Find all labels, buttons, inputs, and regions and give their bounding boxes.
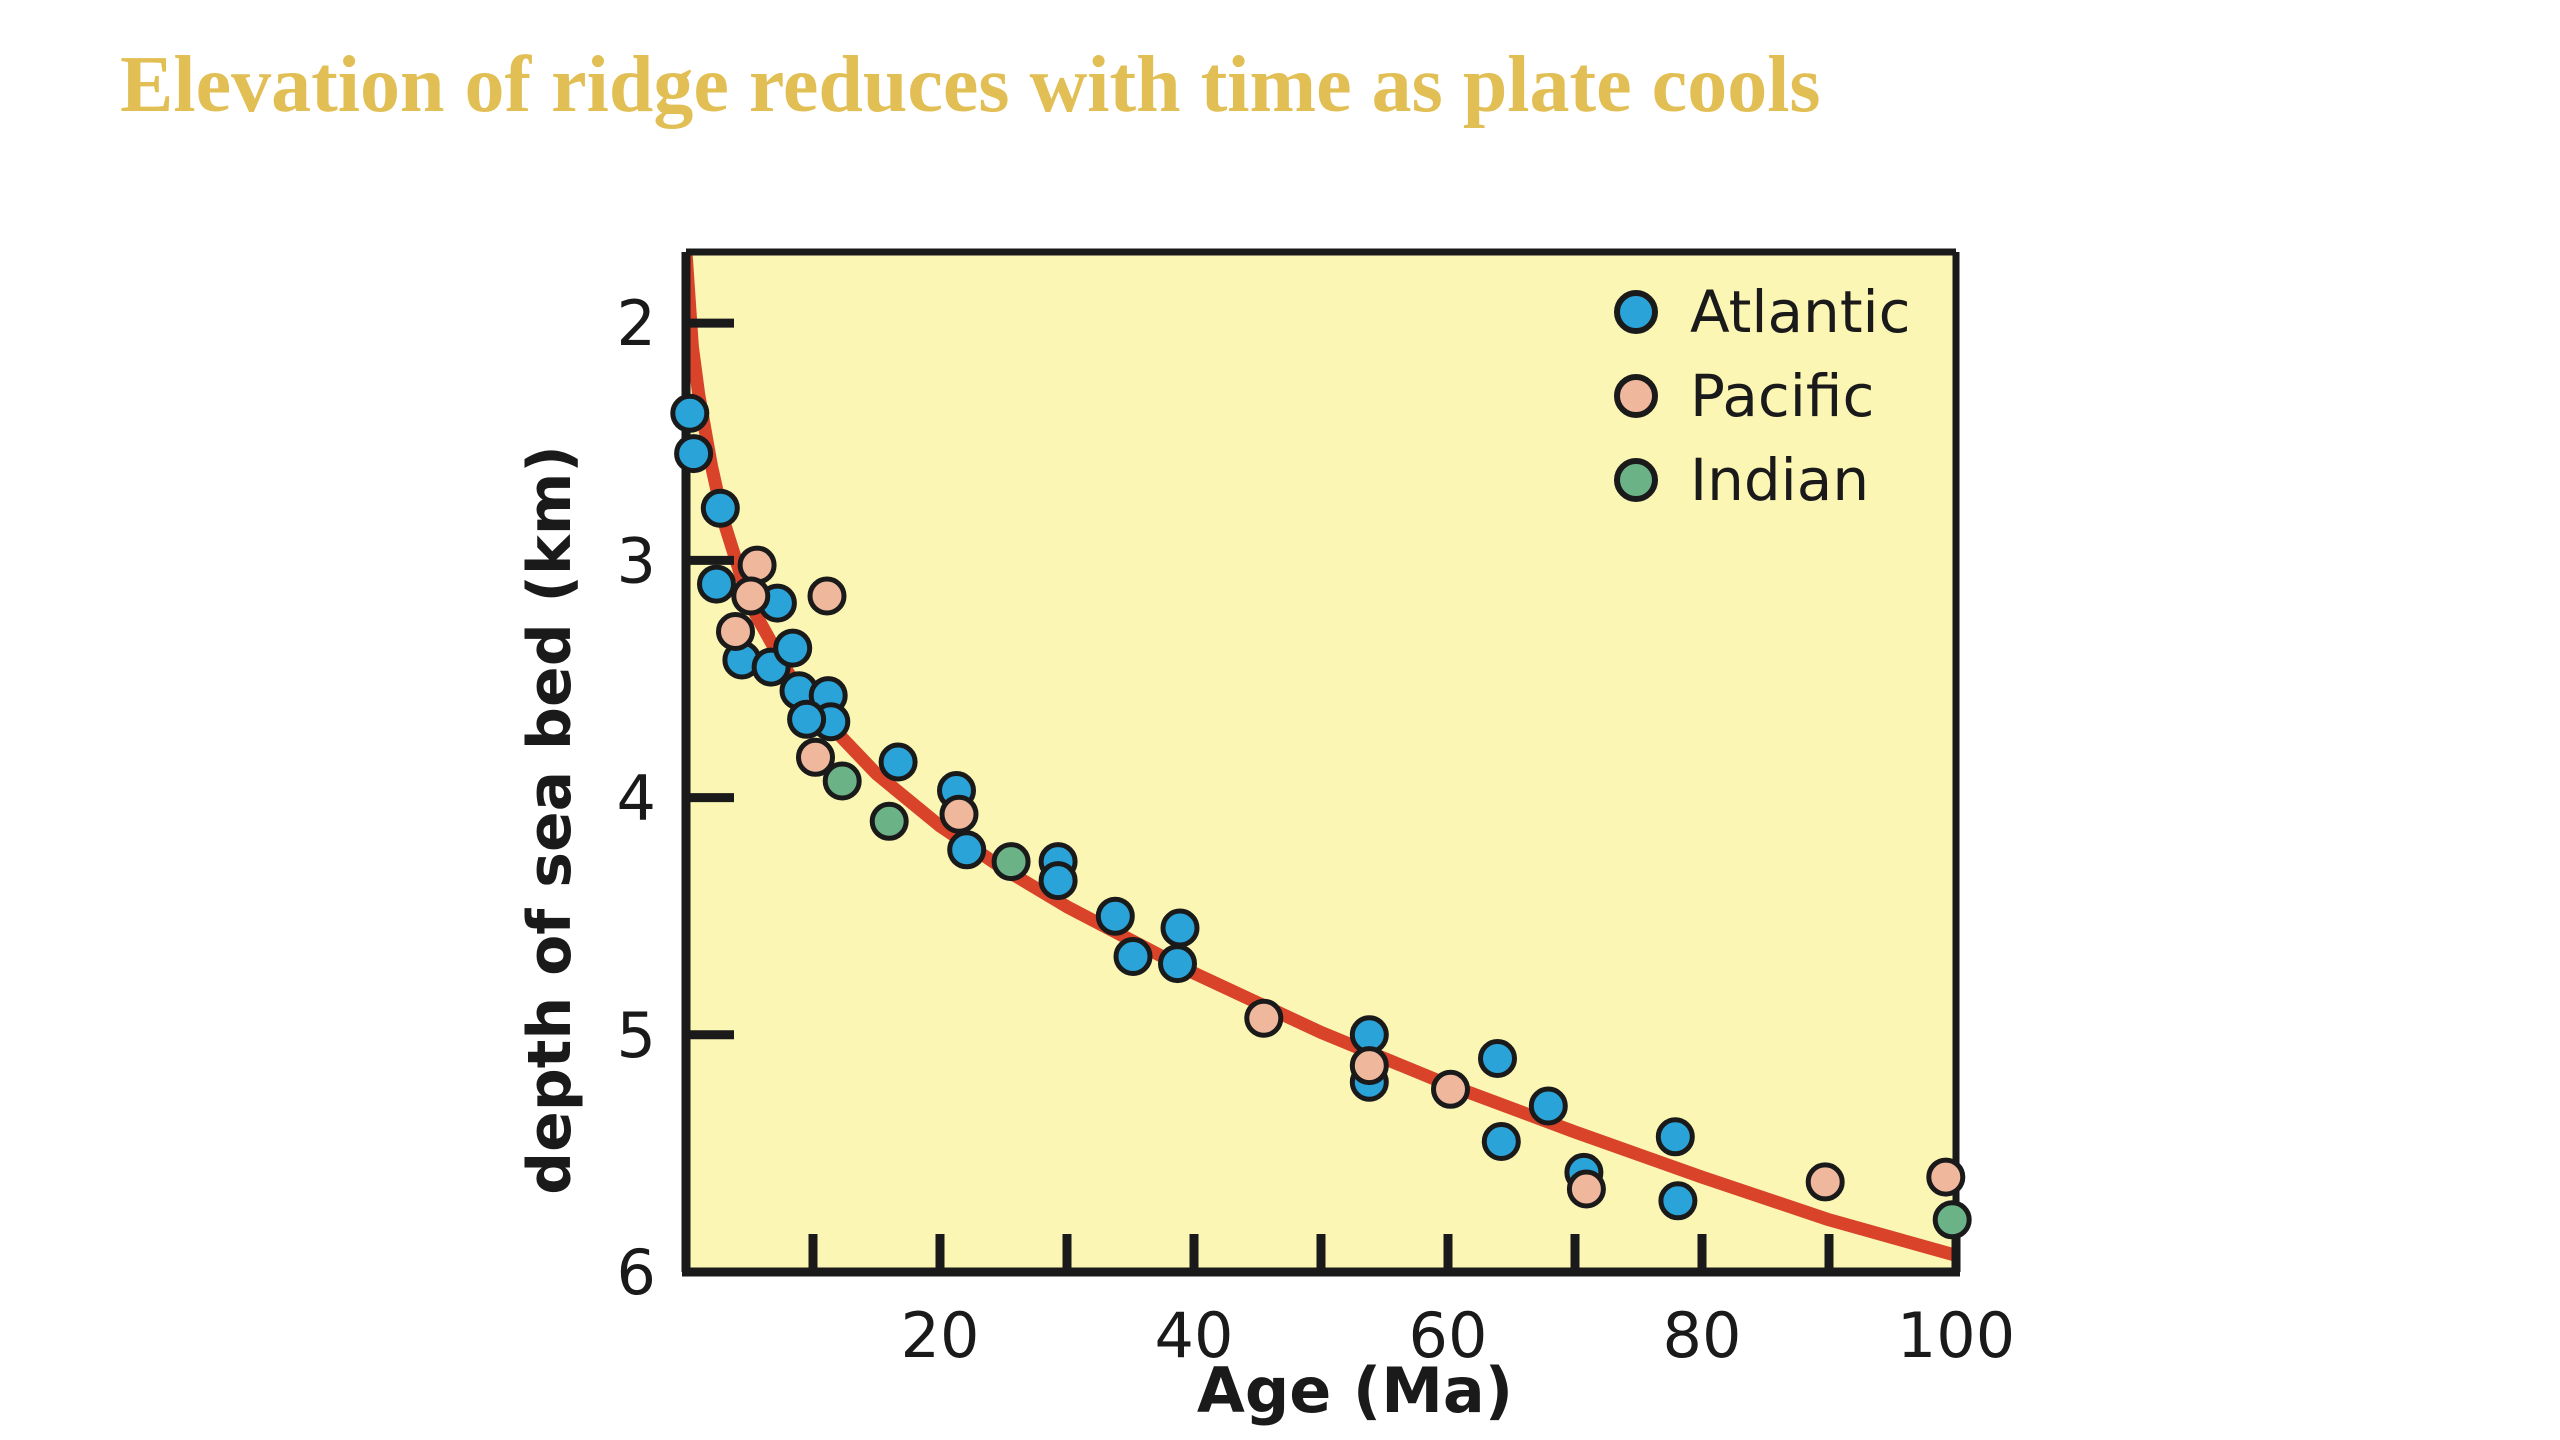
data-point-atlantic	[947, 830, 987, 870]
data-point-atlantic	[878, 742, 918, 782]
data-point-atlantic	[674, 434, 714, 474]
data-point-indian	[991, 842, 1031, 882]
legend-marker-indian	[1614, 458, 1658, 502]
x-tick-label: 100	[1897, 1299, 2015, 1372]
legend: Atlantic Pacific Indian	[1614, 278, 1911, 514]
data-point-atlantic	[670, 393, 710, 433]
data-point-pacific	[1349, 1046, 1389, 1086]
data-point-atlantic	[1658, 1181, 1698, 1221]
y-tick-label: 3	[617, 524, 656, 597]
data-point-atlantic	[773, 628, 813, 668]
data-point-atlantic	[1113, 937, 1153, 976]
data-point-pacific	[807, 576, 847, 616]
y-tick-label: 6	[617, 1236, 656, 1309]
legend-label-indian: Indian	[1690, 446, 1869, 514]
x-axis-label: Age (Ma)	[1197, 1354, 1513, 1427]
data-point-pacific	[1566, 1169, 1606, 1209]
data-point-atlantic	[1160, 908, 1200, 948]
data-point-atlantic	[1655, 1117, 1695, 1157]
data-point-atlantic	[697, 564, 736, 604]
x-tick-label: 60	[1409, 1299, 1488, 1372]
data-point-pacific	[796, 737, 835, 777]
series-atlantic	[670, 393, 1698, 1221]
x-tick-label: 20	[901, 1299, 980, 1372]
data-point-pacific	[1805, 1162, 1845, 1202]
data-point-pacific	[731, 576, 771, 616]
x-tick-label: 80	[1663, 1299, 1742, 1372]
legend-marker-atlantic	[1614, 290, 1658, 334]
legend-label-pacific: Pacific	[1690, 362, 1874, 430]
series-indian	[822, 761, 1972, 1240]
data-point-indian	[869, 801, 909, 841]
data-point-atlantic	[700, 488, 740, 528]
fit-curve	[686, 252, 1956, 1262]
data-point-pacific	[1244, 998, 1284, 1038]
data-point-atlantic	[1481, 1122, 1521, 1161]
data-point-pacific	[737, 545, 777, 585]
data-point-indian	[1932, 1200, 1972, 1240]
series-pacific	[716, 545, 1966, 1209]
data-point-atlantic	[1095, 896, 1135, 936]
data-point-indian	[822, 761, 862, 801]
slide-title: Elevation of ridge reduces with time as …	[120, 41, 1821, 129]
y-axis-label: depth of sea bed (km)	[515, 445, 585, 1195]
data-point-atlantic	[787, 699, 827, 739]
data-point-pacific	[1926, 1157, 1966, 1197]
data-point-atlantic	[1158, 944, 1197, 984]
data-point-pacific	[716, 612, 755, 651]
data-point-atlantic	[1478, 1039, 1517, 1078]
y-tick-label: 2	[617, 287, 656, 360]
data-point-atlantic	[1038, 861, 1078, 901]
data-point-pacific	[939, 794, 979, 834]
legend-label-atlantic: Atlantic	[1690, 278, 1911, 346]
y-tick-label: 5	[617, 999, 656, 1072]
data-point-atlantic	[1528, 1086, 1568, 1126]
x-tick-label: 40	[1155, 1299, 1234, 1372]
legend-marker-pacific	[1614, 374, 1658, 418]
y-tick-label: 4	[617, 762, 656, 835]
data-point-pacific	[1431, 1069, 1470, 1109]
